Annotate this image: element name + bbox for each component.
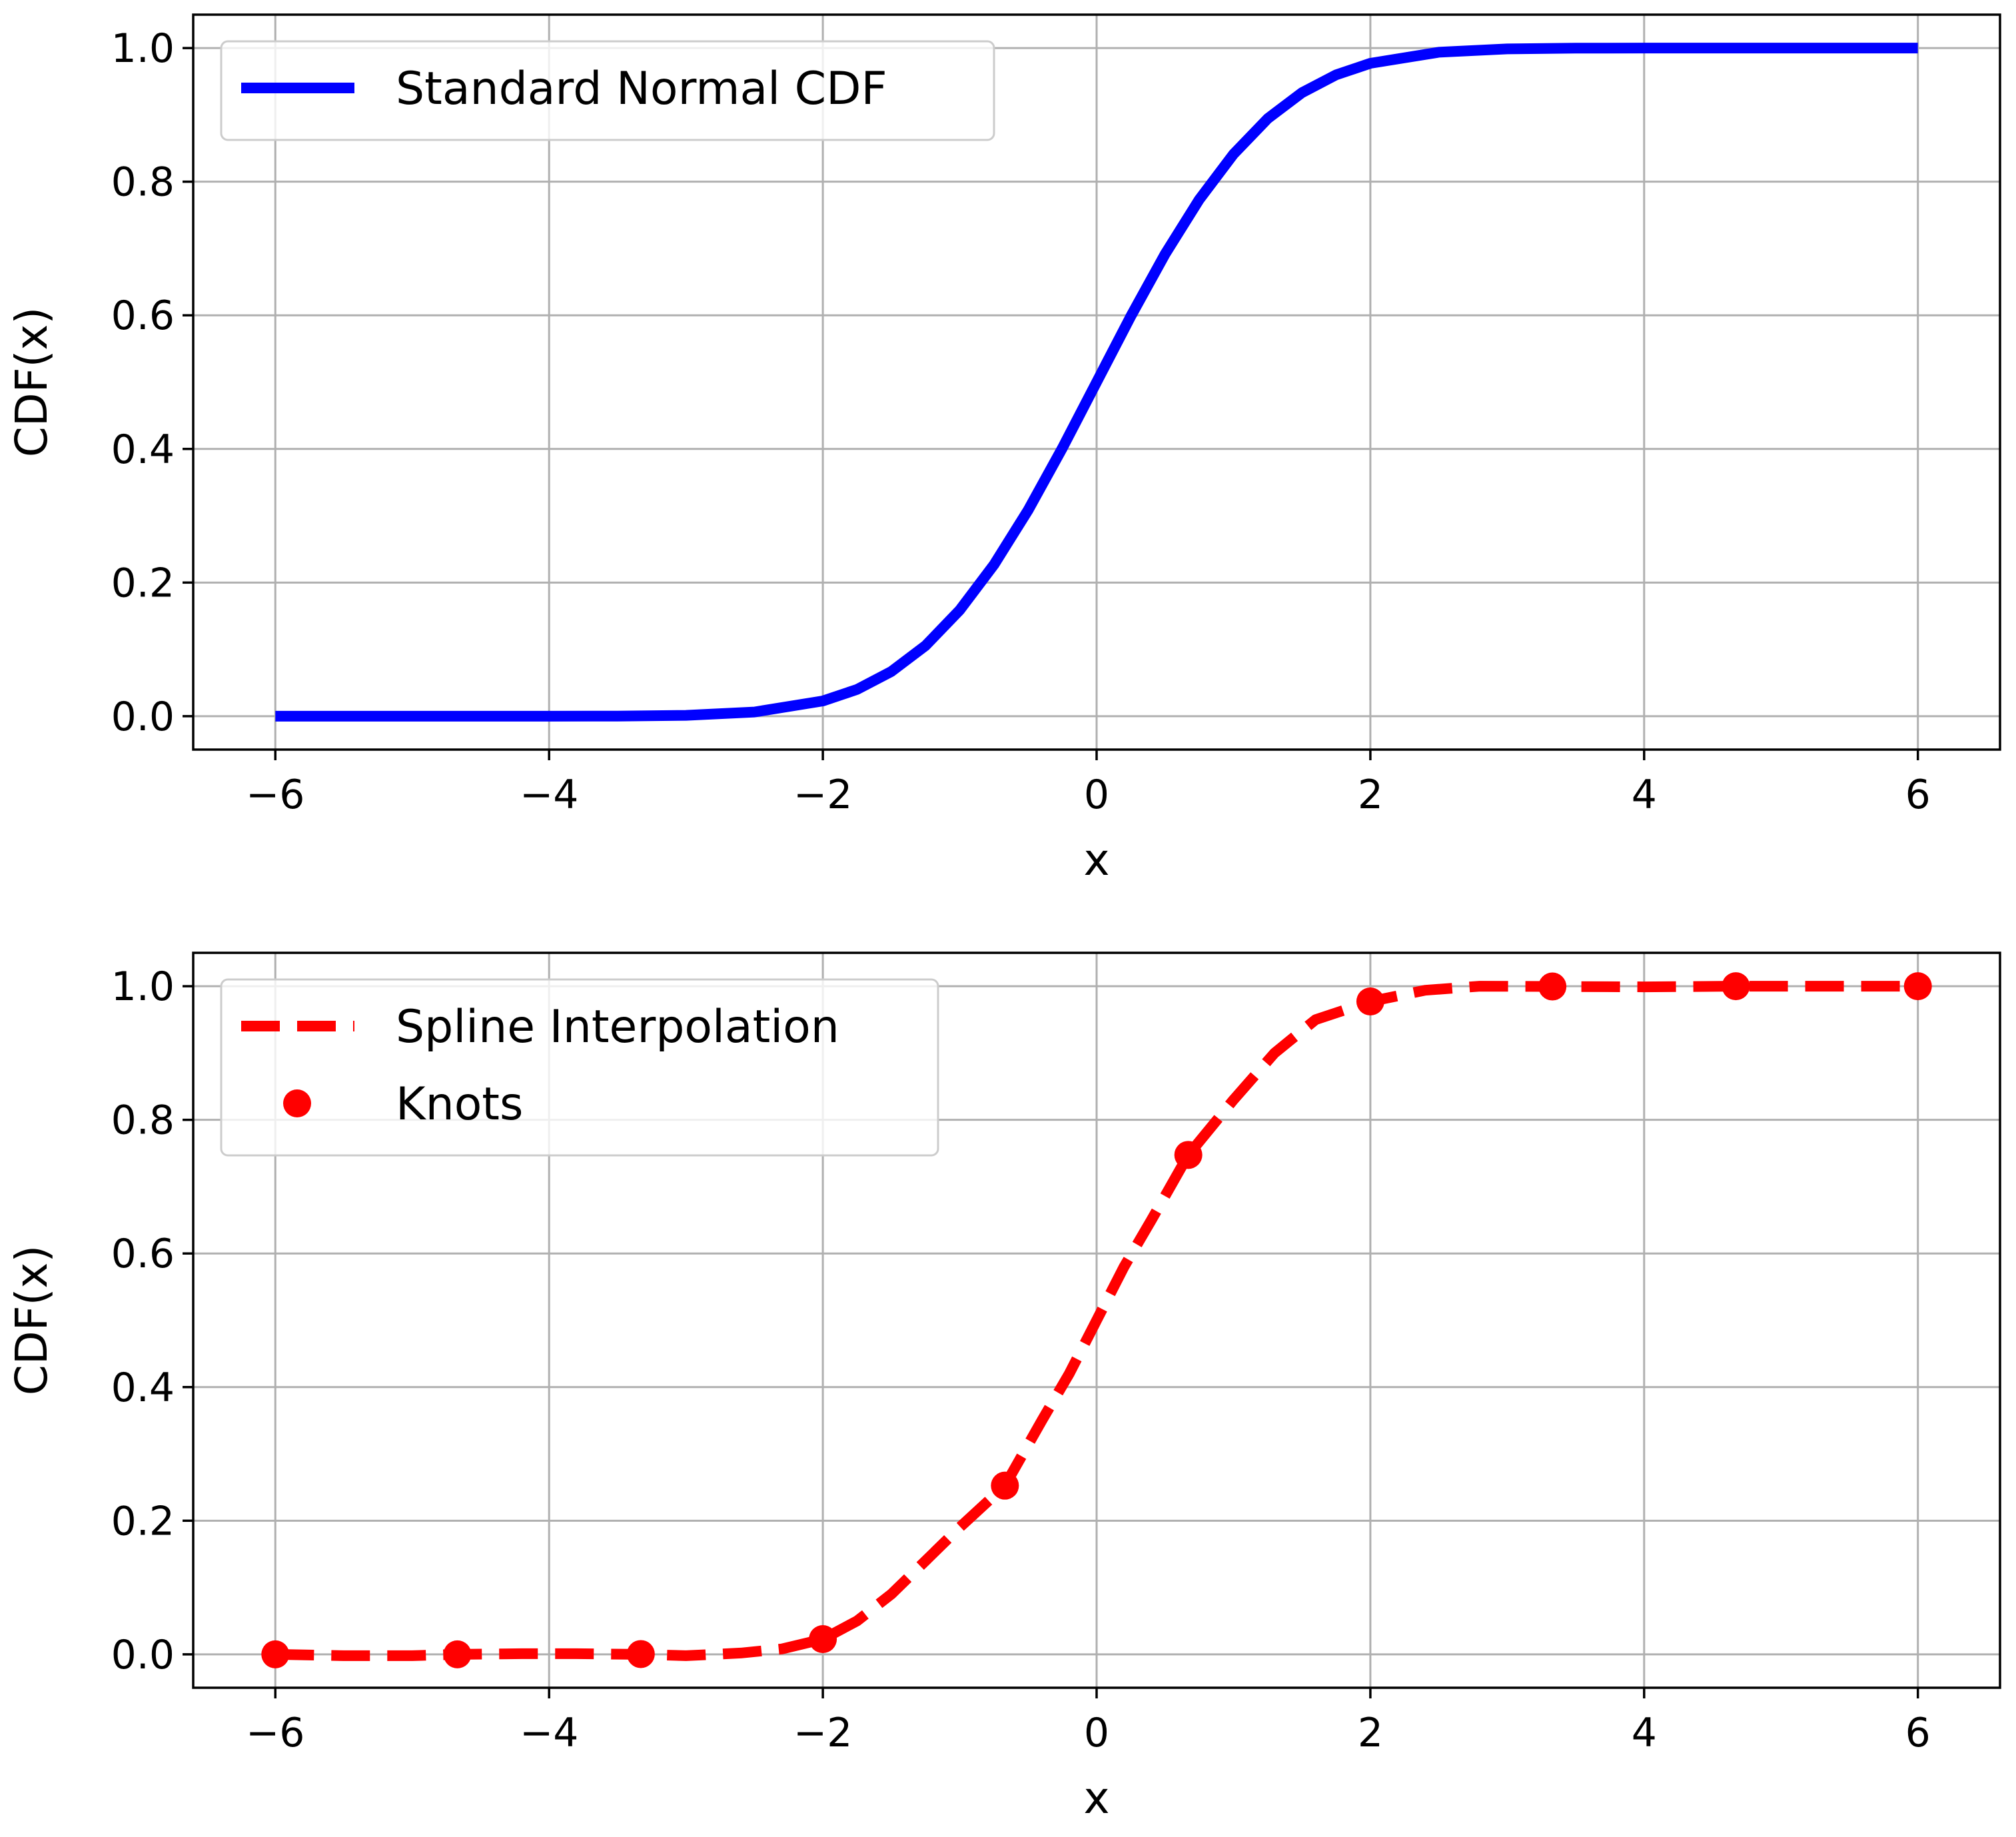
legend-label: Standard Normal CDF [396, 63, 887, 115]
x-tick-label: −4 [520, 1710, 578, 1756]
x-axis-label: x [1083, 1772, 1109, 1824]
y-tick-label: 1.0 [111, 963, 175, 1010]
y-tick-label: 0.0 [111, 1632, 175, 1678]
knot-point [1538, 972, 1567, 1001]
x-tick-label: 6 [1905, 1710, 1931, 1756]
y-tick-label: 0.6 [111, 293, 175, 339]
legend-label: Knots [396, 1078, 523, 1131]
y-tick-label: 0.2 [111, 1498, 175, 1544]
spline-line [275, 981, 1918, 1661]
legend [220, 40, 995, 141]
legend-label: Spline Interpolation [396, 1001, 839, 1053]
x-tick-label: 4 [1632, 1710, 1657, 1756]
x-tick-label: −2 [793, 772, 852, 818]
legend-marker [283, 1089, 311, 1117]
x-tick-label: −6 [246, 772, 304, 818]
knot-point [1174, 1141, 1203, 1169]
y-tick-label: 1.0 [111, 25, 175, 72]
top-chart: −6 −4 −2 0 2 4 6 0.0 0.2 0.4 0.6 0.8 1.0 x CDF(x) Stand… [6, 13, 2001, 886]
knot-point [1903, 972, 1932, 1001]
y-tick-label: 0.2 [111, 560, 175, 606]
knot-point [809, 1625, 837, 1654]
y-tick-label: 0.0 [111, 694, 175, 740]
knot-point [1722, 972, 1750, 1001]
y-tick-label: 0.6 [111, 1231, 175, 1277]
knot-point [991, 1471, 1019, 1500]
legend [220, 978, 939, 1157]
y-tick-label: 0.4 [111, 1365, 175, 1411]
x-tick-label: 2 [1358, 772, 1383, 818]
knot-point [261, 1640, 290, 1668]
x-tick-label: 0 [1084, 1710, 1109, 1756]
x-tick-label: 0 [1084, 772, 1109, 818]
x-tick-label: −2 [793, 1710, 852, 1756]
knot-point [1356, 987, 1384, 1015]
x-tick-label: 4 [1632, 772, 1657, 818]
y-tick-label: 0.4 [111, 426, 175, 473]
x-tick-label: 2 [1358, 1710, 1383, 1756]
y-tick-label: 0.8 [111, 1097, 175, 1144]
y-axis-label: CDF(x) [6, 307, 57, 457]
cdf-line [275, 43, 1918, 722]
x-tick-label: 6 [1905, 772, 1931, 818]
x-axis-label: x [1083, 834, 1109, 886]
y-axis-label: CDF(x) [6, 1245, 57, 1395]
knot-point [626, 1640, 655, 1668]
y-tick-label: 0.8 [111, 159, 175, 206]
x-tick-label: −6 [246, 1710, 304, 1756]
bottom-chart: −6 −4 −2 0 2 4 6 0.0 0.2 0.4 0.6 0.8 1.0 x CDF(x) Splin… [6, 951, 2001, 1824]
x-tick-label: −4 [520, 772, 578, 818]
knot-point [443, 1640, 472, 1668]
